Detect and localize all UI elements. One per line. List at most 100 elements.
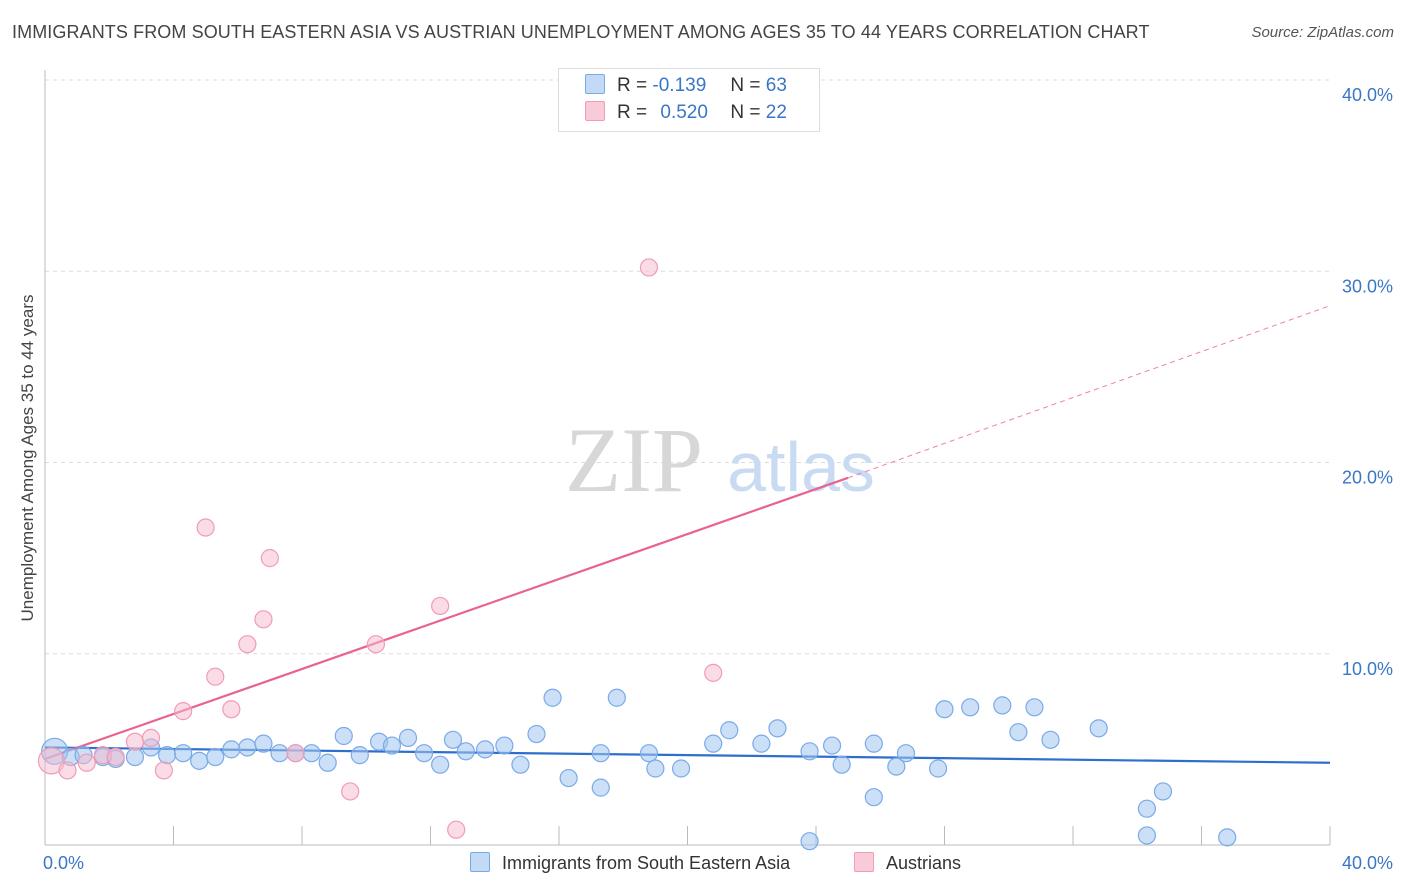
legend-swatch-pink	[585, 101, 605, 121]
stats-legend: R = -0.139 N = 63 R = 0.520 N = 22	[558, 68, 820, 132]
point-blue	[1218, 828, 1237, 847]
point-blue	[935, 700, 954, 719]
point-pink	[77, 753, 96, 772]
point-blue	[639, 744, 659, 763]
legend-n-value-blue: 63	[765, 75, 787, 96]
point-blue	[1009, 723, 1028, 742]
point-blue	[1025, 698, 1044, 717]
legend-n-label: N =	[730, 102, 761, 123]
point-pink	[431, 596, 450, 616]
point-blue	[704, 734, 723, 753]
point-blue	[591, 778, 610, 797]
point-blue	[864, 788, 883, 807]
point-pink	[125, 732, 145, 751]
point-blue	[543, 688, 562, 707]
legend-swatch-blue	[470, 852, 490, 872]
tick-labels: 10.0% 20.0% 30.0% 40.0% 0.0% 40.0%	[43, 85, 1393, 873]
point-pink	[704, 663, 723, 682]
point-blue	[720, 721, 739, 740]
x-tick-label: 0.0%	[43, 853, 84, 873]
point-blue	[1137, 826, 1156, 845]
point-blue	[334, 726, 353, 746]
point-blue	[1153, 782, 1173, 801]
point-blue	[1137, 799, 1156, 818]
legend-r-label: R =	[617, 102, 648, 123]
point-pink	[260, 549, 279, 568]
point-blue	[398, 728, 418, 748]
point-blue	[832, 755, 851, 774]
trend-lines	[44, 305, 1331, 764]
legend-n-label: N =	[730, 75, 761, 96]
point-blue	[864, 734, 883, 753]
watermark-atlas: atlas	[727, 428, 875, 506]
point-blue	[254, 734, 273, 753]
trend-line-pink-extension	[847, 305, 1331, 479]
point-pink	[58, 761, 77, 780]
point-blue	[476, 740, 495, 759]
legend-r-label: R =	[617, 75, 648, 96]
point-blue	[174, 744, 193, 763]
point-pink	[341, 782, 360, 801]
y-tick-label: 40.0%	[1342, 85, 1393, 105]
point-pink	[447, 820, 466, 839]
point-pink	[37, 747, 66, 775]
point-pink	[286, 744, 305, 763]
point-pink	[154, 761, 173, 780]
point-blue	[350, 746, 369, 765]
grid-lines	[45, 79, 1330, 655]
point-blue	[382, 736, 402, 755]
point-pink	[639, 258, 659, 277]
legend-swatch-blue	[585, 74, 605, 94]
point-blue	[800, 832, 819, 851]
point-blue	[511, 755, 530, 774]
legend-label-pink: Austrians	[886, 853, 962, 873]
point-blue	[896, 744, 916, 763]
legend-r-value-blue: -0.139	[652, 75, 707, 96]
y-axis-label: Unemployment Among Ages 35 to 44 years	[18, 294, 37, 622]
point-blue	[206, 747, 225, 767]
point-pink	[174, 702, 193, 721]
x-tick-label: 40.0%	[1342, 853, 1393, 873]
point-blue	[456, 742, 475, 761]
point-blue	[302, 744, 321, 763]
point-blue	[270, 744, 289, 763]
y-tick-label: 20.0%	[1342, 468, 1393, 488]
legend-swatch-pink	[854, 852, 874, 872]
point-blue	[822, 736, 842, 755]
point-blue	[928, 759, 948, 778]
legend-label-blue: Immigrants from South Eastern Asia	[502, 853, 791, 873]
axes	[44, 70, 1331, 846]
point-blue	[495, 736, 514, 755]
point-pink	[238, 635, 257, 654]
legend-n-value-pink: 22	[765, 102, 787, 123]
point-blue	[414, 744, 434, 763]
point-blue	[443, 730, 463, 749]
trend-line-pink	[44, 476, 849, 760]
point-pink	[141, 728, 161, 748]
legend-row-blue: R = -0.139 N = 63	[585, 74, 787, 100]
data-points	[37, 258, 1237, 851]
point-blue	[646, 759, 665, 778]
point-blue	[431, 755, 450, 774]
y-tick-label: 30.0%	[1342, 276, 1393, 296]
y-tick-label: 10.0%	[1342, 659, 1393, 679]
point-blue	[768, 719, 787, 738]
point-blue	[607, 688, 626, 707]
point-blue	[1041, 730, 1060, 749]
point-blue	[993, 696, 1012, 715]
point-blue	[800, 742, 819, 761]
point-blue	[222, 740, 241, 759]
point-blue	[190, 751, 209, 770]
source-credit: Source: ZipAtlas.com	[1251, 24, 1394, 41]
point-blue	[318, 753, 337, 772]
point-pink	[254, 610, 273, 629]
point-blue	[125, 747, 145, 767]
point-blue	[887, 757, 906, 776]
chart-title: IMMIGRANTS FROM SOUTH EASTERN ASIA VS AU…	[12, 22, 1150, 42]
point-pink	[206, 667, 225, 686]
point-blue	[752, 734, 771, 753]
point-blue	[1089, 719, 1108, 738]
point-blue	[559, 768, 578, 788]
point-blue	[527, 724, 546, 744]
